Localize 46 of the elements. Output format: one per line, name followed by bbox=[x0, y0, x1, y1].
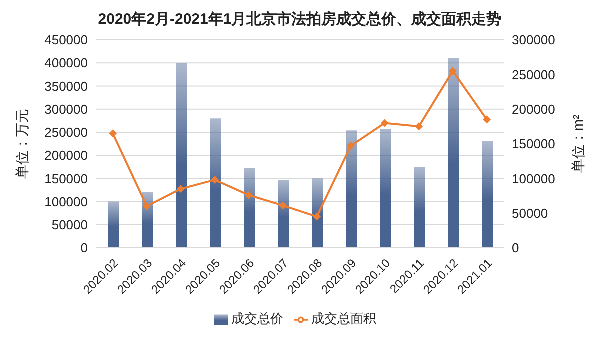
legend-label: 成交总价 bbox=[232, 311, 284, 326]
bar bbox=[210, 118, 221, 248]
chart-title: 2020年2月-2021年1月北京市法拍房成交总价、成交面积走势 bbox=[97, 10, 503, 30]
y2-tick-label: 150000 bbox=[512, 136, 556, 152]
point bbox=[245, 191, 253, 200]
y-tick-label: 300000 bbox=[44, 102, 88, 117]
point bbox=[347, 142, 355, 150]
point bbox=[449, 67, 457, 76]
point bbox=[109, 130, 117, 138]
bar bbox=[346, 130, 357, 248]
bar bbox=[244, 168, 255, 248]
point bbox=[143, 202, 151, 210]
point bbox=[415, 122, 423, 131]
y-axis-title: 单位：万元 bbox=[14, 109, 30, 179]
y-tick-label: 0 bbox=[80, 240, 88, 256]
y2-tick-label: 250000 bbox=[512, 67, 556, 82]
point bbox=[279, 202, 287, 210]
bar bbox=[278, 180, 289, 248]
point bbox=[381, 119, 389, 128]
bar bbox=[108, 202, 119, 248]
legend-label: 成交总面积 bbox=[312, 311, 376, 326]
y2-tick-label: 0 bbox=[512, 240, 520, 256]
y-tick-label: 400000 bbox=[44, 56, 88, 71]
bar bbox=[142, 192, 153, 248]
y2-tick-label: 100000 bbox=[512, 171, 556, 186]
y2-tick-label: 50000 bbox=[512, 206, 548, 221]
point bbox=[211, 176, 219, 184]
y-tick-label: 50000 bbox=[52, 218, 88, 233]
y-tick-label: 200000 bbox=[44, 148, 88, 164]
bar bbox=[482, 141, 493, 248]
y-tick-label: 350000 bbox=[44, 78, 88, 94]
point bbox=[313, 212, 321, 221]
bar bbox=[312, 178, 323, 248]
bar bbox=[380, 129, 391, 248]
y-tick-label: 100000 bbox=[44, 194, 88, 210]
y2-tick-label: 300000 bbox=[512, 32, 556, 48]
y-tick-label: 250000 bbox=[44, 125, 88, 140]
bar bbox=[448, 58, 459, 248]
bar bbox=[176, 63, 187, 248]
y2-tick-label: 200000 bbox=[512, 102, 556, 117]
y2-axis-title: 单位：m² bbox=[570, 114, 586, 174]
point bbox=[177, 185, 185, 194]
point bbox=[483, 116, 491, 124]
bar bbox=[414, 167, 425, 248]
y-tick-label: 150000 bbox=[44, 171, 88, 186]
y-tick-label: 450000 bbox=[44, 32, 88, 48]
